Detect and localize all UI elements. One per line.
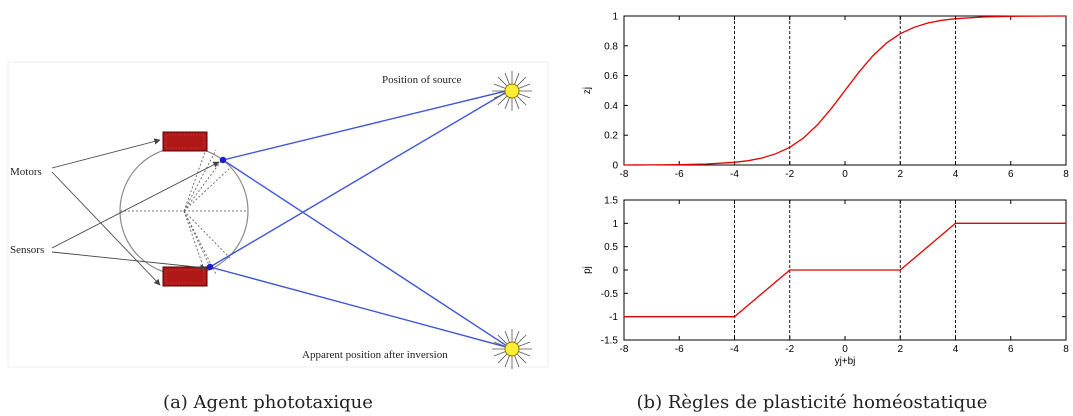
x-tick-label: 8 [1063, 344, 1069, 355]
sensor-bottom [206, 263, 214, 271]
y-tick-label: 0.2 [604, 131, 618, 142]
x-tick-label: 6 [1008, 169, 1014, 180]
diagram-panel [7, 61, 549, 368]
x-axis-label: yj+bj [835, 356, 856, 367]
x-tick-label: -2 [785, 344, 794, 355]
sensor-top [219, 156, 227, 164]
x-tick-label: -8 [620, 344, 629, 355]
y-tick-label: -0.5 [601, 289, 619, 300]
caption-left: (a) Agent phototaxique [163, 392, 373, 413]
x-tick-label: -2 [785, 169, 794, 180]
y-tick-label: 1.5 [604, 196, 618, 207]
x-tick-label: -4 [730, 344, 739, 355]
x-tick-label: -4 [730, 169, 739, 180]
chart-zj-sigmoid: -8 -6 -4 -2 0 2 4 6 8 0 0.2 0.4 0.6 0.8 1 zj [582, 12, 1069, 181]
label-source: Position of source [382, 74, 462, 86]
series-line [624, 222, 1066, 318]
y-axis-label: pj [582, 266, 593, 274]
x-tick-label: 0 [842, 169, 848, 180]
y-tick-label: -1 [609, 312, 618, 323]
label-apparent-position: Apparent position after inversion [302, 349, 448, 361]
y-tick-label: -1.5 [601, 336, 619, 347]
x-tick-label: 2 [897, 344, 903, 355]
series-line [623, 15, 1067, 166]
phototaxic-agent-diagram: Position of source Motors Sensors Appare… [7, 61, 549, 369]
motor-top [162, 131, 208, 152]
y-axis-label: zj [582, 87, 593, 94]
y-tick-label: 0.5 [604, 242, 618, 253]
label-motors: Motors [10, 166, 42, 178]
y-tick-label: 1 [612, 12, 618, 23]
caption-right: (b) Règles de plasticité homéostatique [637, 392, 988, 413]
y-tick-label: 0 [612, 266, 618, 277]
y-tick-label: 0.8 [604, 41, 618, 52]
x-tick-label: 2 [897, 169, 903, 180]
label-sensors: Sensors [10, 244, 44, 256]
x-tick-label: 4 [953, 344, 959, 355]
y-tick-label: 0 [612, 161, 618, 172]
x-tick-label: 0 [842, 344, 848, 355]
y-tick-label: 0.4 [604, 101, 618, 112]
pointer-arrows [51, 138, 220, 286]
chart-pj-piecewise: -8 -6 -4 -2 0 2 4 6 8 -1.5 -1 -0.5 0 0.5 1 1.5 pj yj+bj [582, 196, 1069, 368]
y-tick-label: 1 [612, 219, 618, 230]
x-tick-label: 4 [953, 169, 959, 180]
sun-source-icon [492, 71, 532, 111]
x-tick-label: 8 [1063, 169, 1069, 180]
sun-apparent-icon [492, 329, 532, 369]
light-rays [209, 89, 511, 349]
sensor-view-lines [183, 149, 231, 275]
x-tick-label: -6 [675, 169, 684, 180]
x-tick-label: 6 [1008, 344, 1014, 355]
x-tick-label: -8 [620, 169, 629, 180]
y-tick-label: 0.6 [604, 71, 618, 82]
x-tick-label: -6 [675, 344, 684, 355]
motor-bottom [162, 266, 208, 287]
